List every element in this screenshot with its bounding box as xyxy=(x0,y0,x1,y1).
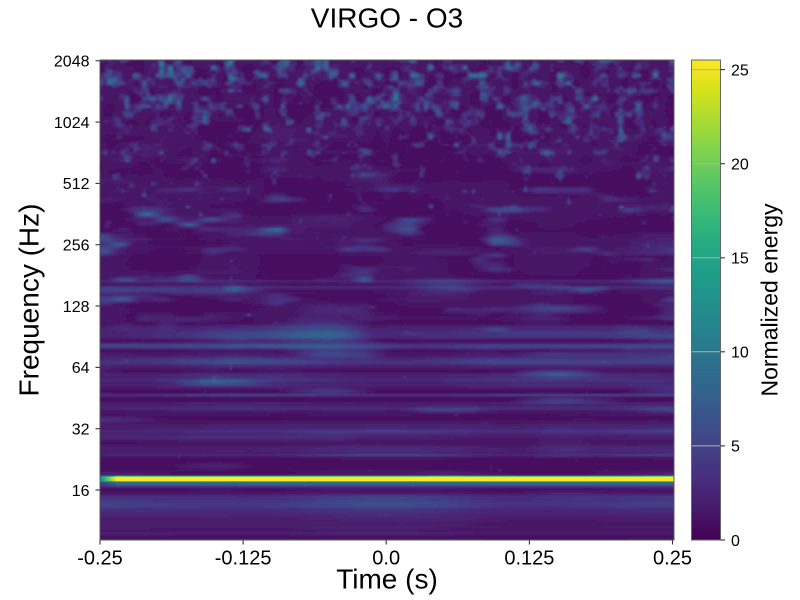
svg-text:10: 10 xyxy=(731,345,749,362)
svg-text:5: 5 xyxy=(731,439,740,456)
svg-text:20: 20 xyxy=(731,157,749,174)
svg-text:1024: 1024 xyxy=(54,115,90,132)
svg-text:Frequency (Hz): Frequency (Hz) xyxy=(13,204,44,397)
svg-text:64: 64 xyxy=(72,360,90,377)
svg-text:0.0: 0.0 xyxy=(372,548,400,570)
svg-text:0: 0 xyxy=(731,533,740,550)
svg-text:-0.125: -0.125 xyxy=(215,548,272,570)
svg-text:0.25: 0.25 xyxy=(653,548,692,570)
svg-text:-0.25: -0.25 xyxy=(77,548,123,570)
svg-text:2048: 2048 xyxy=(54,54,90,71)
svg-text:128: 128 xyxy=(63,299,90,316)
svg-text:0.125: 0.125 xyxy=(504,548,554,570)
svg-text:25: 25 xyxy=(731,62,749,79)
svg-text:15: 15 xyxy=(731,251,749,268)
svg-text:32: 32 xyxy=(72,422,90,439)
svg-text:512: 512 xyxy=(63,176,90,193)
svg-text:Time (s): Time (s) xyxy=(336,564,438,595)
svg-text:256: 256 xyxy=(63,238,90,255)
svg-text:16: 16 xyxy=(72,483,90,500)
svg-text:Normalized energy: Normalized energy xyxy=(757,203,783,397)
svg-text:VIRGO - O3: VIRGO - O3 xyxy=(311,3,463,34)
